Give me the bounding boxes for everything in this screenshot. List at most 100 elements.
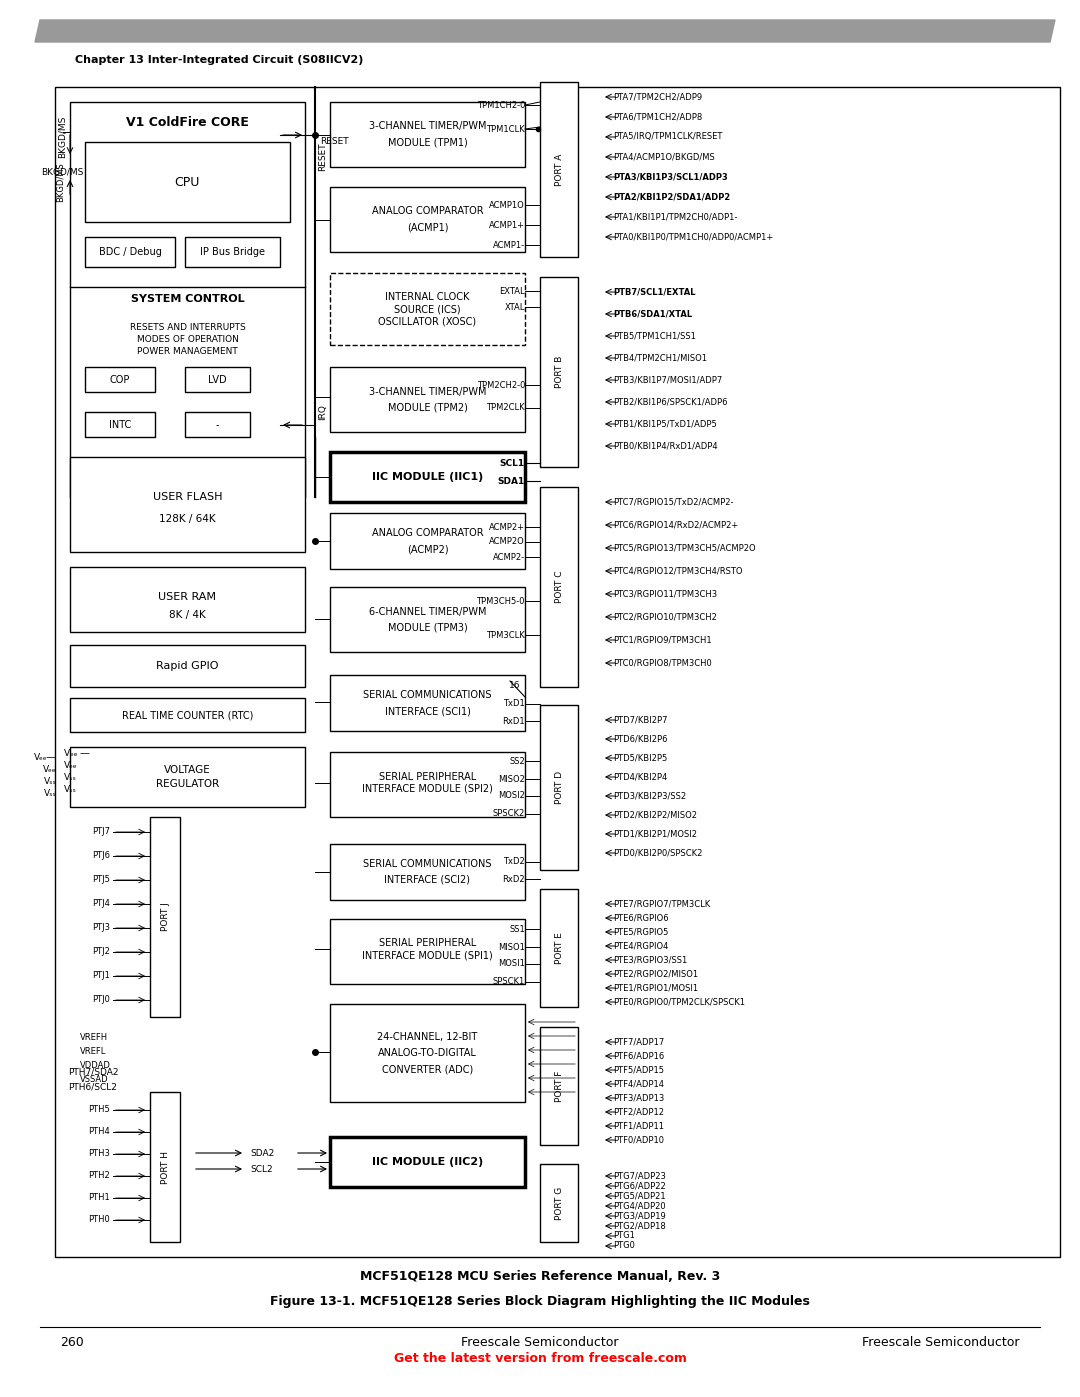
Text: PTA4/ACMP1O/BKGD/MS: PTA4/ACMP1O/BKGD/MS xyxy=(613,152,715,162)
Text: IIC MODULE (IIC2): IIC MODULE (IIC2) xyxy=(372,1157,483,1166)
Bar xyxy=(540,705,578,870)
Polygon shape xyxy=(35,20,1055,42)
Bar xyxy=(540,277,578,467)
Text: PTA5/IRQ/TPM1CLK/RESET: PTA5/IRQ/TPM1CLK/RESET xyxy=(613,133,723,141)
Text: TPM3CLK: TPM3CLK xyxy=(486,630,525,640)
Text: PTE6/RGPIO6: PTE6/RGPIO6 xyxy=(613,914,669,922)
Text: IIC MODULE (IIC1): IIC MODULE (IIC1) xyxy=(372,472,483,482)
Bar xyxy=(185,367,249,393)
Bar xyxy=(150,1092,180,1242)
Text: PTA2/KBI1P2/SDA1/ADP2: PTA2/KBI1P2/SDA1/ADP2 xyxy=(613,193,730,201)
Text: Vₛₛ: Vₛₛ xyxy=(44,788,57,798)
Text: ACMP1O: ACMP1O xyxy=(489,201,525,210)
Text: Get the latest version from freescale.com: Get the latest version from freescale.co… xyxy=(393,1352,687,1365)
Text: PTE7/RGPIO7/TPM3CLK: PTE7/RGPIO7/TPM3CLK xyxy=(613,900,711,908)
Bar xyxy=(330,752,525,817)
Text: Vₑₑ―: Vₑₑ― xyxy=(35,753,57,761)
Text: MOSI1: MOSI1 xyxy=(498,960,525,968)
Text: BKGD/MS: BKGD/MS xyxy=(41,168,83,176)
Text: PTF6/ADP16: PTF6/ADP16 xyxy=(613,1052,664,1060)
Bar xyxy=(330,102,525,168)
Text: PTJ3: PTJ3 xyxy=(92,923,110,933)
Text: REAL TIME COUNTER (RTC): REAL TIME COUNTER (RTC) xyxy=(122,710,253,719)
Text: ACMP2O: ACMP2O xyxy=(489,538,525,546)
Text: ACMP1+: ACMP1+ xyxy=(489,221,525,229)
Text: (ACMP1): (ACMP1) xyxy=(407,222,448,232)
Bar xyxy=(150,817,180,1017)
Text: ANALOG COMPARATOR: ANALOG COMPARATOR xyxy=(372,207,484,217)
Text: PTE3/RGPIO3/SS1: PTE3/RGPIO3/SS1 xyxy=(613,956,687,964)
Bar xyxy=(330,675,525,731)
Text: PTA3/KBI1P3/SCL1/ADP3: PTA3/KBI1P3/SCL1/ADP3 xyxy=(613,172,728,182)
Text: PTD1/KBI2P1/MOSI2: PTD1/KBI2P1/MOSI2 xyxy=(613,830,697,838)
Text: PTG7/ADP23: PTG7/ADP23 xyxy=(613,1172,666,1180)
Text: SYSTEM CONTROL: SYSTEM CONTROL xyxy=(131,293,244,305)
Text: IP Bus Bridge: IP Bus Bridge xyxy=(200,247,265,257)
Bar xyxy=(540,888,578,1007)
Text: PTJ4: PTJ4 xyxy=(92,900,110,908)
Text: SCL1: SCL1 xyxy=(500,458,525,468)
Text: PTE0/RGPIO0/TPM2CLK/SPSCK1: PTE0/RGPIO0/TPM2CLK/SPSCK1 xyxy=(613,997,745,1006)
Text: PTF5/ADP15: PTF5/ADP15 xyxy=(613,1066,664,1074)
Text: Vₛₛ: Vₛₛ xyxy=(64,785,77,793)
Bar xyxy=(70,102,305,497)
Text: MODULE (TPM1): MODULE (TPM1) xyxy=(388,137,468,148)
Text: MODULE (TPM3): MODULE (TPM3) xyxy=(388,623,468,633)
Text: PTH3: PTH3 xyxy=(89,1150,110,1158)
Text: PTC1/RGPIO9/TPM3CH1: PTC1/RGPIO9/TPM3CH1 xyxy=(613,636,712,644)
Text: INTC: INTC xyxy=(109,420,131,430)
Text: Vₑₑ: Vₑₑ xyxy=(64,760,78,770)
Text: Freescale Semiconductor: Freescale Semiconductor xyxy=(863,1336,1020,1348)
Text: PTE1/RGPIO1/MOSI1: PTE1/RGPIO1/MOSI1 xyxy=(613,983,698,992)
Text: SOURCE (ICS): SOURCE (ICS) xyxy=(394,305,461,314)
Text: TxD2: TxD2 xyxy=(503,858,525,866)
Text: RESET: RESET xyxy=(320,137,349,147)
Text: PTD0/KBI2P0/SPSCK2: PTD0/KBI2P0/SPSCK2 xyxy=(613,848,702,858)
Text: MODES OF OPERATION: MODES OF OPERATION xyxy=(136,334,239,344)
Text: PTE5/RGPIO5: PTE5/RGPIO5 xyxy=(613,928,669,936)
Text: PTD6/KBI2P6: PTD6/KBI2P6 xyxy=(613,735,667,743)
Text: CONVERTER (ADC): CONVERTER (ADC) xyxy=(382,1065,473,1074)
Text: Vₛₛ: Vₛₛ xyxy=(44,777,57,785)
Bar xyxy=(330,187,525,251)
Text: ANALOG-TO-DIGITAL: ANALOG-TO-DIGITAL xyxy=(378,1048,477,1058)
Text: INTERFACE (SCI1): INTERFACE (SCI1) xyxy=(384,705,471,717)
Bar xyxy=(185,237,280,267)
Text: SCL2: SCL2 xyxy=(249,1165,272,1173)
Text: PTD7/KBI2P7: PTD7/KBI2P7 xyxy=(613,715,667,725)
Text: PTF4/ADP14: PTF4/ADP14 xyxy=(613,1080,664,1088)
Text: TPM3CH5-0: TPM3CH5-0 xyxy=(476,597,525,605)
Text: PTB2/KBI1P6/SPSCK1/ADP6: PTB2/KBI1P6/SPSCK1/ADP6 xyxy=(613,398,728,407)
Bar xyxy=(330,1137,525,1187)
Text: PTD5/KBI2P5: PTD5/KBI2P5 xyxy=(613,753,667,763)
Text: PTA7/TPM2CH2/ADP9: PTA7/TPM2CH2/ADP9 xyxy=(613,92,702,102)
Text: -: - xyxy=(215,420,219,430)
Text: PTG3/ADP19: PTG3/ADP19 xyxy=(613,1211,665,1221)
Text: PTB3/KBI1P7/MOSI1/ADP7: PTB3/KBI1P7/MOSI1/ADP7 xyxy=(613,376,723,384)
Text: PTH6/SCL2: PTH6/SCL2 xyxy=(68,1083,117,1091)
Text: PTC7/RGPIO15/TxD2/ACMP2-: PTC7/RGPIO15/TxD2/ACMP2- xyxy=(613,497,733,507)
Text: PTJ0: PTJ0 xyxy=(92,996,110,1004)
Text: USER RAM: USER RAM xyxy=(159,592,216,602)
Text: PTG1: PTG1 xyxy=(613,1232,635,1241)
Text: TPM1CLK: TPM1CLK xyxy=(486,124,525,134)
Bar xyxy=(330,513,525,569)
Text: PTE4/RGPIO4: PTE4/RGPIO4 xyxy=(613,942,669,950)
Text: Rapid GPIO: Rapid GPIO xyxy=(157,661,219,671)
Text: PTE2/RGPIO2/MISO1: PTE2/RGPIO2/MISO1 xyxy=(613,970,698,978)
Text: PORT H: PORT H xyxy=(161,1151,170,1183)
Text: RESET: RESET xyxy=(319,142,327,172)
Text: PTF7/ADP17: PTF7/ADP17 xyxy=(613,1038,664,1046)
Text: VOLTAGE: VOLTAGE xyxy=(164,766,211,775)
Text: PTC0/RGPIO8/TPM3CH0: PTC0/RGPIO8/TPM3CH0 xyxy=(613,658,712,668)
Text: PTJ6: PTJ6 xyxy=(92,852,110,861)
Text: Freescale Semiconductor: Freescale Semiconductor xyxy=(461,1336,619,1348)
Text: PTB4/TPM2CH1/MISO1: PTB4/TPM2CH1/MISO1 xyxy=(613,353,707,362)
Bar xyxy=(85,142,291,222)
Bar xyxy=(330,453,525,502)
Text: XTAL: XTAL xyxy=(504,303,525,312)
Text: 3-CHANNEL TIMER/PWM: 3-CHANNEL TIMER/PWM xyxy=(368,122,486,131)
Text: CPU: CPU xyxy=(174,176,200,189)
Text: MODULE (TPM2): MODULE (TPM2) xyxy=(388,402,468,412)
Text: 260: 260 xyxy=(60,1336,84,1348)
